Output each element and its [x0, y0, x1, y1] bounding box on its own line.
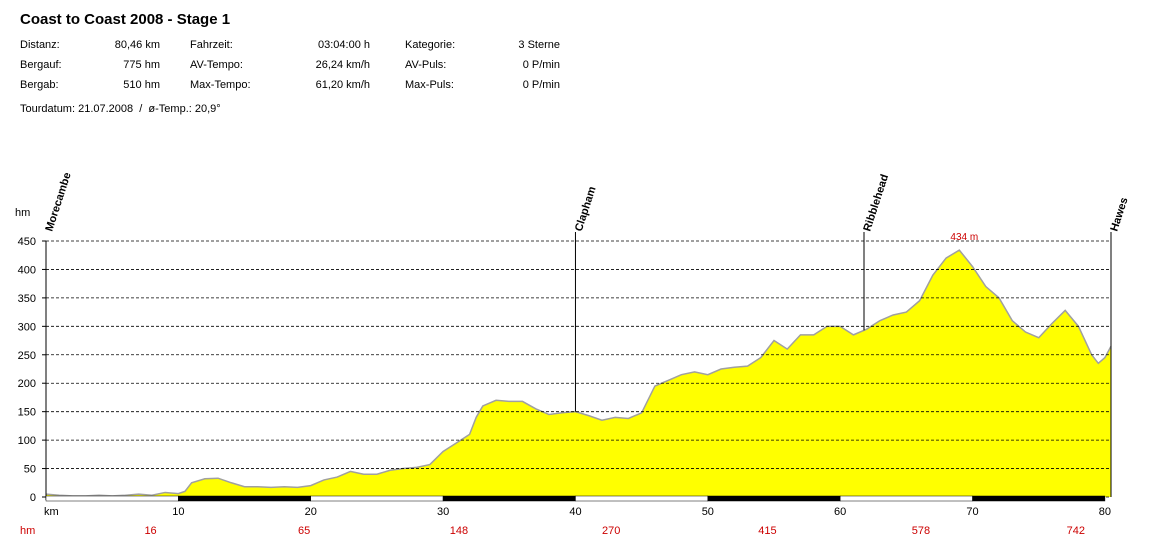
elevation-line [45, 249, 1112, 497]
x-tick-label: 70 [966, 506, 978, 518]
ascent-label: 16 [144, 525, 156, 537]
scale-bar [839, 495, 973, 502]
stat-label: Max-Tempo: [190, 79, 251, 91]
stat-label: Fahrzeit: [190, 39, 233, 51]
scale-bar [45, 495, 179, 502]
y-tick-label: 400 [18, 264, 36, 276]
ascent-label: 148 [450, 525, 468, 537]
y-tick-label: 300 [18, 321, 36, 333]
x-axis-label: km [44, 506, 59, 518]
stat-value: 0 P/min [523, 79, 560, 91]
x-tick-label: 50 [702, 506, 714, 518]
y-tick-label: 250 [18, 350, 36, 362]
stat-label: Bergauf: [20, 59, 62, 71]
stat-label: Max-Puls: [405, 79, 454, 91]
ascent-label: 270 [602, 525, 620, 537]
waypoint-label: Morecambe [43, 171, 73, 233]
x-tick-label: 60 [834, 506, 846, 518]
scale-bar [707, 495, 841, 502]
scale-bar [178, 495, 311, 502]
ascent-unit: hm [20, 525, 35, 537]
stat-label: AV-Tempo: [190, 59, 243, 71]
y-tick-label: 50 [24, 464, 36, 476]
y-tick-label: 100 [18, 435, 36, 447]
x-tick-label: 40 [569, 506, 581, 518]
ascent-label: 65 [298, 525, 310, 537]
scale-bar [310, 495, 444, 502]
stat-label: Bergab: [20, 79, 59, 91]
waypoint-label: Hawes [1108, 196, 1130, 233]
y-axis-label: hm [15, 207, 30, 219]
x-tick-label: 30 [437, 506, 449, 518]
x-tick-label: 80 [1099, 506, 1111, 518]
title: Coast to Coast 2008 - Stage 1 [20, 11, 230, 28]
y-tick-label: 450 [18, 236, 36, 248]
stat-label: Kategorie: [405, 39, 455, 51]
scale-bar [575, 495, 709, 502]
stat-value: 03:04:00 h [318, 39, 370, 51]
y-tick-label: 350 [18, 293, 36, 305]
ascent-label: 415 [758, 525, 776, 537]
max-label: 434 m [950, 232, 978, 243]
stat-value: 0 P/min [523, 59, 560, 71]
ascent-label: 742 [1067, 525, 1085, 537]
stat-value: 80,46 km [115, 39, 160, 51]
elevation-area [46, 250, 1111, 497]
y-tick-label: 200 [18, 378, 36, 390]
x-tick-label: 10 [172, 506, 184, 518]
scale-bar [972, 495, 1106, 502]
stat-value: 3 Sterne [518, 39, 560, 51]
tour-info: Tourdatum: 21.07.2008 / ø-Temp.: 20,9° [20, 103, 221, 115]
stat-value: 775 hm [123, 59, 160, 71]
ascent-label: 578 [912, 525, 930, 537]
stat-value: 26,24 km/h [316, 59, 370, 71]
stat-label: AV-Puls: [405, 59, 446, 71]
y-tick-label: 0 [30, 492, 36, 504]
y-tick-label: 150 [18, 407, 36, 419]
waypoint-label: Ribblehead [861, 173, 891, 233]
x-tick-label: 20 [305, 506, 317, 518]
scale-bar [442, 495, 576, 502]
stat-value: 510 hm [123, 79, 160, 91]
stat-label: Distanz: [20, 39, 60, 51]
waypoint-label: Clapham [573, 185, 599, 233]
stat-value: 61,20 km/h [316, 79, 370, 91]
